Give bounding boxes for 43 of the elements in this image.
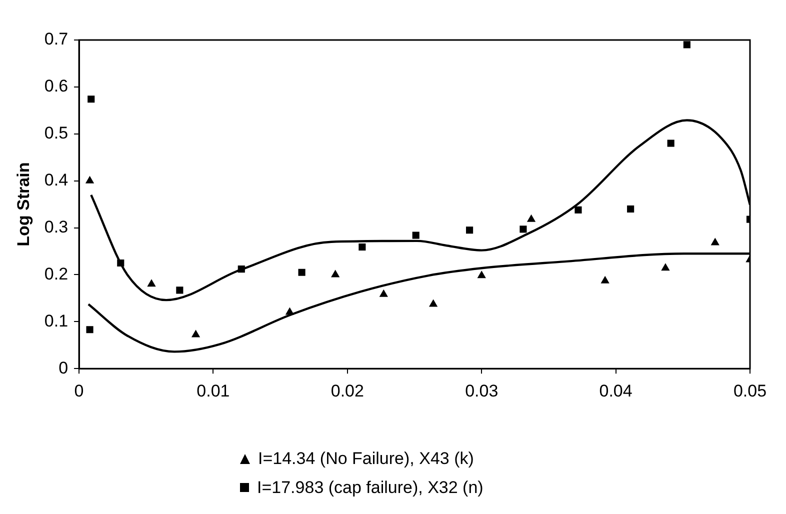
point [85, 176, 94, 184]
point [285, 307, 294, 315]
point [358, 243, 366, 251]
point [466, 226, 474, 234]
y-tick-label: 0 [58, 358, 68, 378]
x-tick-label: 0.03 [465, 381, 498, 400]
point [667, 140, 674, 147]
x-tick-label: 0.04 [599, 381, 632, 400]
y-axis-title: Log Strain [14, 162, 33, 246]
y-tick-label: 0.1 [44, 311, 68, 330]
point [600, 276, 610, 284]
point [412, 232, 420, 239]
point [147, 279, 156, 287]
point [627, 205, 634, 213]
point [88, 96, 95, 103]
point [86, 326, 94, 334]
point [331, 270, 340, 278]
x-tick-label: 0.01 [196, 381, 230, 400]
point [117, 259, 124, 267]
x-tick-label: 0 [74, 381, 84, 400]
point [683, 41, 690, 48]
point [710, 238, 720, 246]
x-tick-label: 0.02 [330, 381, 364, 400]
y-tick-label: 0.5 [44, 124, 68, 143]
point [526, 214, 536, 222]
point [379, 289, 388, 297]
point [191, 330, 200, 338]
legend-label: I=17.983 (cap failure), X32 (n) [257, 477, 484, 499]
legend-label: I=14.34 (No Failure), X43 (k) [258, 448, 474, 470]
point [176, 286, 184, 294]
point [238, 266, 245, 273]
point [477, 270, 486, 278]
point [574, 206, 582, 214]
point [520, 226, 527, 233]
y-tick-label: 0.6 [44, 76, 68, 96]
y-tick-label: 0.4 [44, 170, 68, 190]
point [298, 268, 306, 276]
point [428, 299, 438, 307]
x-tick-label: 0.05 [733, 381, 767, 400]
y-tick-label: 0.3 [44, 217, 68, 236]
point [661, 263, 670, 271]
y-tick-label: 0.2 [44, 264, 68, 284]
y-tick-label: 0.7 [44, 30, 68, 49]
